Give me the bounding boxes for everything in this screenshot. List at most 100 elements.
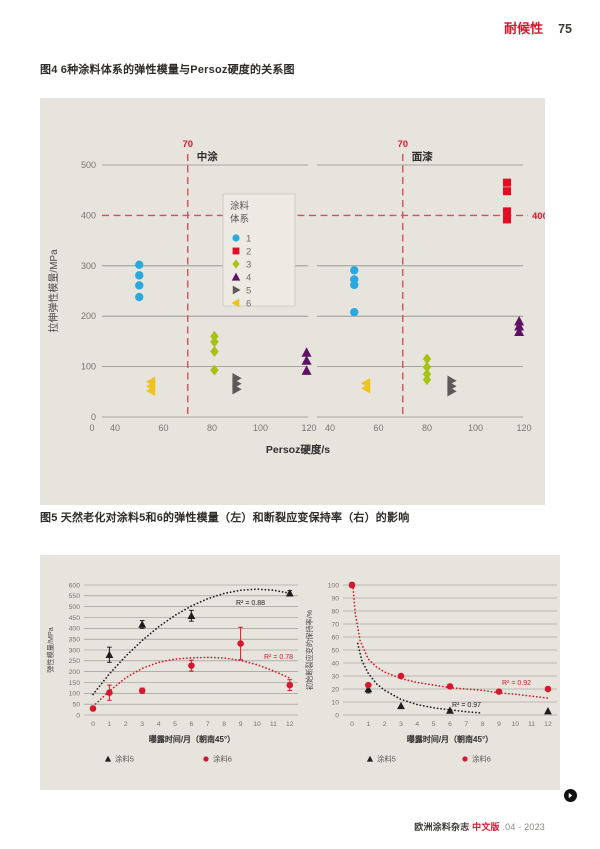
svg-text:7: 7 xyxy=(206,721,210,728)
journal-name: 欧洲涂料杂志 xyxy=(414,822,470,832)
svg-text:10: 10 xyxy=(512,721,520,728)
svg-text:8: 8 xyxy=(481,721,485,728)
svg-text:2: 2 xyxy=(124,721,128,728)
svg-text:60: 60 xyxy=(331,634,339,641)
svg-text:12: 12 xyxy=(286,721,294,728)
svg-text:60: 60 xyxy=(373,423,383,433)
svg-text:400: 400 xyxy=(81,210,96,220)
svg-text:2: 2 xyxy=(383,721,387,728)
svg-text:10: 10 xyxy=(331,699,339,706)
svg-text:1: 1 xyxy=(246,233,251,244)
arrow-right-icon xyxy=(568,792,573,799)
svg-text:3: 3 xyxy=(399,721,403,728)
svg-text:0: 0 xyxy=(350,721,354,728)
svg-text:120: 120 xyxy=(516,423,531,433)
svg-text:150: 150 xyxy=(69,680,81,687)
svg-text:弹性模量/MPa: 弹性模量/MPa xyxy=(46,627,55,673)
svg-text:450: 450 xyxy=(69,615,81,622)
svg-text:7: 7 xyxy=(464,721,468,728)
series-6 xyxy=(145,376,371,396)
svg-text:涂料6: 涂料6 xyxy=(472,755,491,764)
svg-text:11: 11 xyxy=(270,721,277,728)
svg-text:体系: 体系 xyxy=(230,213,249,225)
svg-text:1: 1 xyxy=(366,721,370,728)
svg-text:3: 3 xyxy=(246,259,251,270)
fig5-right-series-涂料5: R² = 0.97 xyxy=(356,642,552,715)
svg-text:涂料5: 涂料5 xyxy=(115,755,134,764)
svg-text:120: 120 xyxy=(301,423,316,433)
threshold-lines: 400 70 中涂 70 面漆 xyxy=(102,139,548,417)
svg-text:9: 9 xyxy=(239,721,243,728)
svg-text:0: 0 xyxy=(76,712,80,719)
svg-text:70: 70 xyxy=(331,621,339,628)
svg-text:300: 300 xyxy=(69,647,81,654)
svg-text:1: 1 xyxy=(108,721,112,728)
svg-text:R² = 0.88: R² = 0.88 xyxy=(236,600,265,607)
svg-text:曝露时间/月（朝南45°）: 曝露时间/月（朝南45°） xyxy=(149,734,235,744)
svg-text:0: 0 xyxy=(91,412,96,422)
svg-text:60: 60 xyxy=(158,423,168,433)
series-5 xyxy=(232,372,457,397)
fig5-left-series-涂料6: R² = 0.78 xyxy=(89,626,293,712)
svg-text:3: 3 xyxy=(140,721,144,728)
svg-text:6: 6 xyxy=(246,298,251,309)
section-title: 耐候性 xyxy=(504,21,544,36)
svg-text:4: 4 xyxy=(415,721,419,728)
series-3 xyxy=(210,330,432,386)
gridlines: 0 100 200 300 400 500 xyxy=(81,160,523,422)
next-page-button[interactable] xyxy=(564,789,577,802)
svg-text:R² = 0.78: R² = 0.78 xyxy=(264,654,293,661)
page-header: 耐候性 75 xyxy=(504,18,572,37)
svg-text:500: 500 xyxy=(81,160,96,170)
svg-text:8: 8 xyxy=(222,721,226,728)
figure4-chart-panel: 010020030040050040070中涂70面漆0406080100120… xyxy=(40,98,548,505)
svg-text:2: 2 xyxy=(246,246,251,257)
svg-text:5: 5 xyxy=(246,285,251,296)
svg-text:R² = 0.92: R² = 0.92 xyxy=(502,680,531,687)
fig5-left-series-涂料5: R² = 0.88 xyxy=(92,588,294,696)
edition-label: 中文版 xyxy=(472,822,500,832)
svg-text:5: 5 xyxy=(432,721,436,728)
svg-text:90: 90 xyxy=(331,595,339,602)
svg-text:40: 40 xyxy=(110,423,120,433)
page-footer: 欧洲涂料杂志 中文版 .04 - 2023 xyxy=(414,820,545,833)
svg-text:12: 12 xyxy=(544,721,552,728)
svg-text:中涂: 中涂 xyxy=(197,150,218,163)
svg-text:11: 11 xyxy=(528,721,535,728)
svg-text:400: 400 xyxy=(69,626,81,633)
figure4-legend: 涂料体系 1 2 3 4 5 6 xyxy=(222,193,296,309)
svg-text:6: 6 xyxy=(190,721,194,728)
svg-text:10: 10 xyxy=(253,721,261,728)
svg-text:涂料6: 涂料6 xyxy=(213,755,232,764)
svg-text:涂料: 涂料 xyxy=(230,200,250,212)
svg-text:500: 500 xyxy=(69,604,81,611)
svg-text:300: 300 xyxy=(81,261,96,271)
svg-text:初始断裂应变的保持率/%: 初始断裂应变的保持率/% xyxy=(305,609,314,690)
svg-text:100: 100 xyxy=(468,423,483,433)
svg-text:拉伸弹性模量/MPa: 拉伸弹性模量/MPa xyxy=(47,249,60,333)
svg-text:5: 5 xyxy=(173,721,177,728)
svg-text:50: 50 xyxy=(331,647,339,654)
svg-text:250: 250 xyxy=(69,658,81,665)
fig5-right-series-涂料6: R² = 0.92 xyxy=(348,581,552,699)
svg-text:0: 0 xyxy=(335,712,339,719)
svg-text:80: 80 xyxy=(331,608,339,615)
figure5-title: 图5 天然老化对涂料5和6的弹性模量（左）和断裂应变保持率（右）的影响 xyxy=(40,512,410,524)
issue-label: .04 - 2023 xyxy=(502,822,545,832)
svg-text:40: 40 xyxy=(325,423,335,433)
svg-text:100: 100 xyxy=(328,582,340,589)
svg-text:400: 400 xyxy=(532,211,545,222)
svg-text:80: 80 xyxy=(422,423,432,433)
svg-text:200: 200 xyxy=(81,311,96,321)
svg-text:0: 0 xyxy=(89,423,94,433)
svg-text:200: 200 xyxy=(69,669,81,676)
svg-text:80: 80 xyxy=(207,423,217,433)
figure5-chart-panel: 0 50 100 150 200 250 300 350 400 450 500 550 600 0 1 2 3… xyxy=(40,555,560,790)
svg-text:4: 4 xyxy=(246,272,251,283)
y-axis: 拉伸弹性模量/MPa xyxy=(47,249,60,333)
svg-text:涂料5: 涂料5 xyxy=(377,755,396,764)
svg-text:550: 550 xyxy=(69,593,81,600)
